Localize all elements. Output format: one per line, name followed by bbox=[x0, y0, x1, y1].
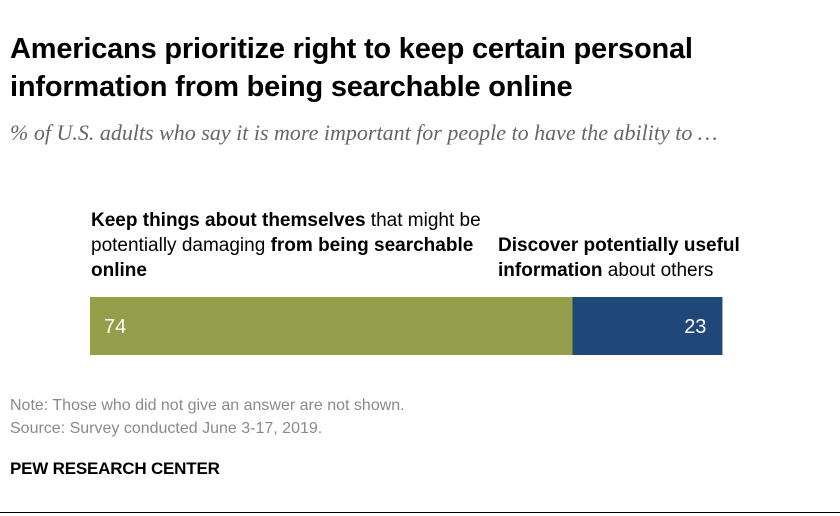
label-part: from being searchable online bbox=[91, 235, 474, 281]
label-part: that might be potentially damaging bbox=[91, 210, 481, 256]
legend-label-keep: Keep things about themselves that might … bbox=[91, 208, 491, 283]
brand-logo-text: PEW RESEARCH CENTER bbox=[10, 459, 220, 478]
bar-segment-discover bbox=[572, 297, 723, 355]
bar-segment-keep bbox=[90, 297, 573, 355]
data-label: 74 bbox=[104, 316, 126, 338]
label-part: Discover potentially useful information bbox=[498, 235, 740, 281]
legend-label-discover: Discover potentially useful information … bbox=[498, 233, 798, 283]
label-part: about others bbox=[602, 260, 714, 281]
chart-subtitle: % of U.S. adults who say it is more impo… bbox=[10, 120, 718, 145]
note: Note: Those who did not give an answer a… bbox=[10, 397, 405, 414]
data-label: 23 bbox=[684, 316, 706, 338]
label-part: Keep things about themselves bbox=[91, 210, 366, 231]
chart-title: Americans prioritize right to keep certa… bbox=[10, 33, 693, 103]
source: Source: Survey conducted June 3-17, 2019… bbox=[10, 420, 323, 437]
bottom-divider bbox=[0, 512, 840, 513]
